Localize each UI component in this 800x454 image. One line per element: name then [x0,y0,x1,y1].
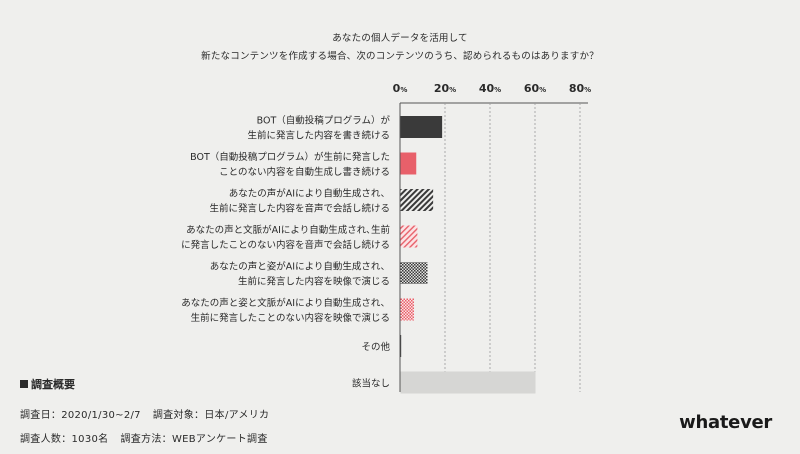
bar [400,298,414,321]
category-label: BOT（自動投稿プログラム）が生前に発言した [190,151,390,163]
survey-heading-text: 調査概要 [31,378,75,391]
labels-layer: 0% 20% 40% 60% 80% BOT（自動投稿プログラム）が生前に発言した内容を書… [181,82,591,390]
survey-summary: 調査概要 調査日：2020/1/30~2/7 調査対象：日本/アメリカ 調査人数：… [20,376,269,454]
category-label: ことのない内容を自動生成し書き続ける [219,166,390,178]
category-label: その他 [361,341,390,353]
category-label: あなたの声と姿がAIにより自動生成され、 [210,261,390,273]
grid-layer [399,102,588,392]
x-tick-label: 60% [524,82,546,95]
bar [400,335,402,357]
survey-method: 調査方法：WEBアンケート調査 [120,434,268,445]
survey-target: 調査対象：日本/アメリカ [152,410,270,421]
bar [400,152,417,175]
category-label: 生前に発言したことのない内容を映像で演じる [191,312,390,324]
bar [400,225,418,248]
bars-layer [400,116,536,394]
survey-heading: 調査概要 [20,376,269,392]
x-tick-label: 40% [479,82,501,95]
category-label: あなたの声と姿と文脈がAIにより自動生成され、 [181,297,390,309]
x-tick-label: 20% [434,82,456,95]
category-label: BOT（自動投稿プログラム）が [257,115,391,127]
survey-line-2: 調査人数：1030名 調査方法：WEBアンケート調査 [20,430,269,445]
category-label: に発言したことのない内容を音声で会話し続ける [181,239,390,251]
chart-title-line2: 新たなコンテンツを作成する場合、次のコンテンツのうち、認められるものはありますか… [201,51,599,62]
x-tick-label: 80% [569,82,591,95]
category-label: あなたの声がAIにより自動生成され、 [229,188,390,200]
category-label: 生前に発言した内容を映像で演じる [238,276,390,288]
brand-logo: whatever [679,412,772,433]
square-icon [20,380,28,388]
bar [400,371,536,394]
bar [400,116,443,138]
category-label: 該当なし [352,378,390,390]
survey-count: 調査人数：1030名 [20,434,109,445]
category-label: 生前に発言した内容を書き続ける [247,130,390,142]
category-label: 生前に発言した内容を音声で会話し続ける [209,203,390,215]
survey-date: 調査日：2020/1/30~2/7 [20,410,141,421]
x-tick-label: 0% [393,82,408,95]
chart-title-line1: あなたの個人データを活用して [332,33,468,44]
bar [400,189,434,211]
chart-title: あなたの個人データを活用して 新たなコンテンツを作成する場合、次のコンテンツのう… [0,30,800,66]
category-label: あなたの声と文脈がAIにより自動生成され､生前 [186,224,390,236]
bar [400,262,428,284]
survey-line-1: 調査日：2020/1/30~2/7 調査対象：日本/アメリカ [20,406,269,421]
